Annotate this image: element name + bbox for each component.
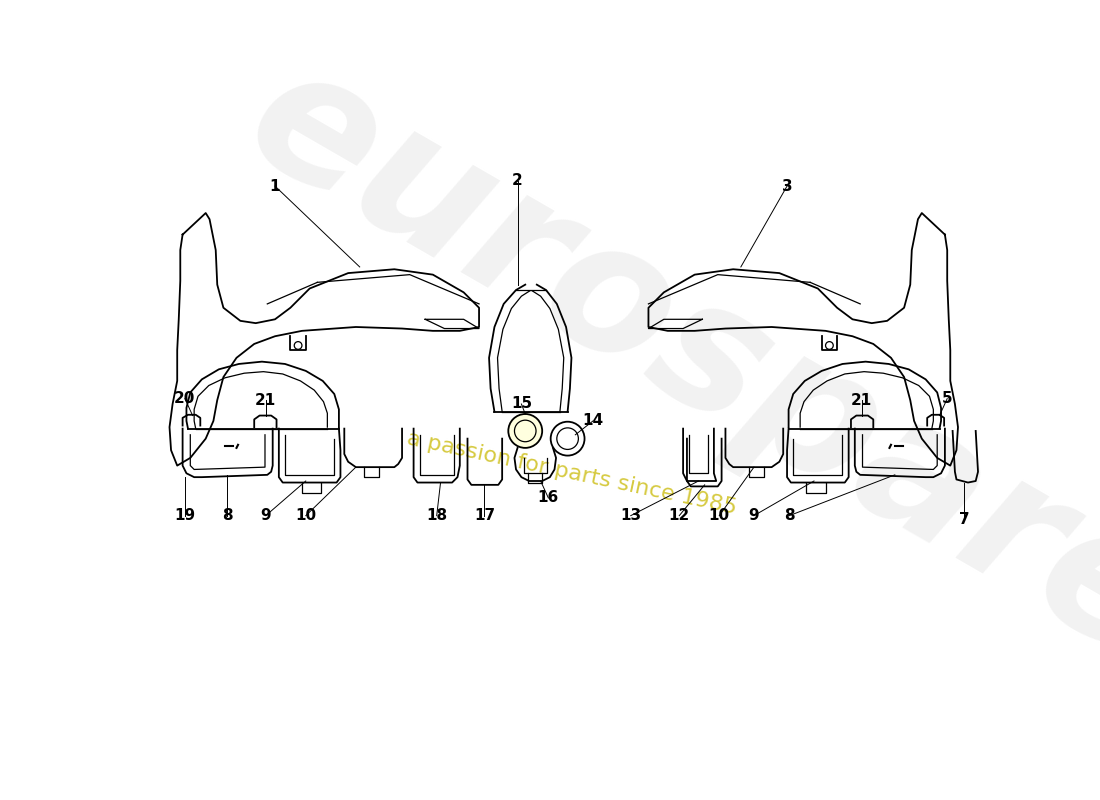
Text: 3: 3 [782,178,792,194]
Text: 7: 7 [959,512,969,527]
Text: 15: 15 [510,397,532,411]
Text: 13: 13 [620,508,641,523]
Text: 17: 17 [474,508,495,523]
Text: 10: 10 [708,508,730,523]
Text: 5: 5 [942,391,953,406]
Text: 16: 16 [538,490,559,506]
Text: 9: 9 [261,508,271,523]
Text: 21: 21 [851,393,872,408]
Text: eurospares: eurospares [218,27,1100,750]
Text: a passion for parts since 1985: a passion for parts since 1985 [405,429,738,518]
Text: 18: 18 [426,508,448,523]
Circle shape [508,414,542,448]
Text: 9: 9 [749,508,759,523]
Text: 1: 1 [270,178,280,194]
Text: 8: 8 [784,508,794,523]
Text: 19: 19 [174,508,196,523]
Text: 12: 12 [669,508,690,523]
Text: 2: 2 [513,173,522,188]
Text: 21: 21 [255,393,276,408]
Text: 8: 8 [222,508,232,523]
Text: 14: 14 [582,414,604,429]
Text: 10: 10 [295,508,317,523]
Text: 20: 20 [174,391,196,406]
